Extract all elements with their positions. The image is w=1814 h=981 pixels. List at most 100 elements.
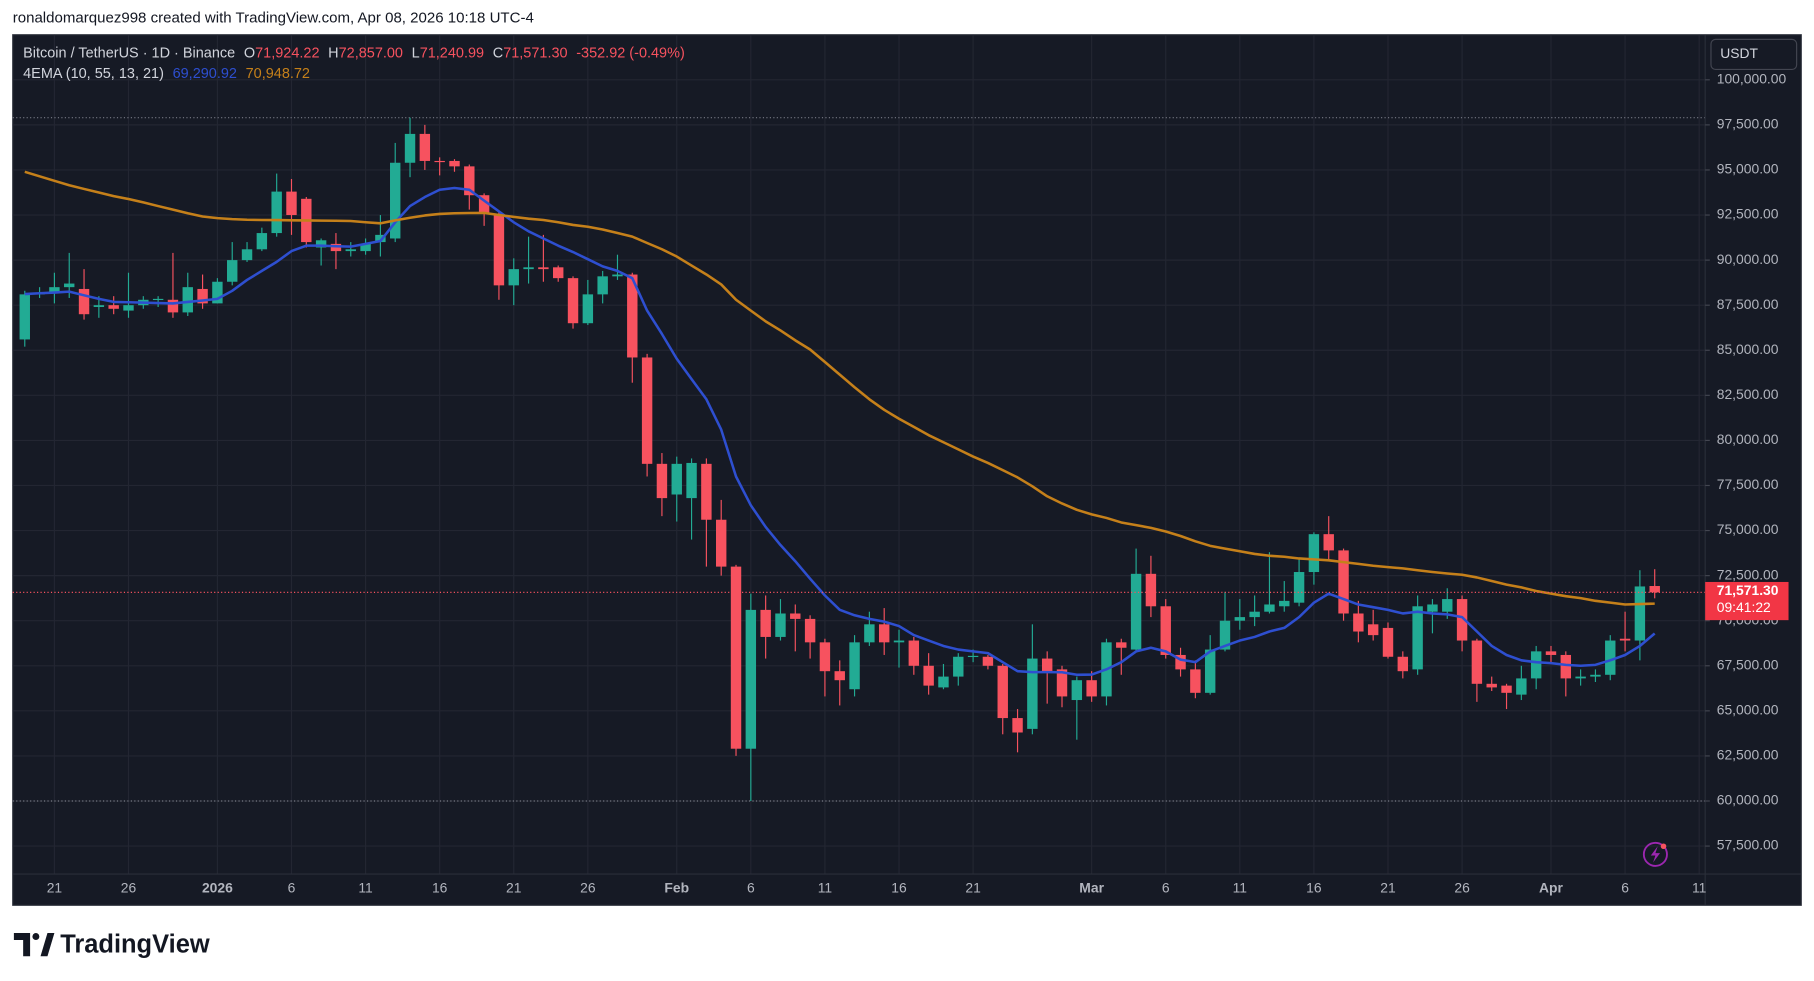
candle-body bbox=[671, 463, 682, 495]
symbol-title: Bitcoin / TetherUS · 1D · Binance bbox=[23, 45, 235, 61]
candle-body bbox=[360, 243, 371, 252]
candle-body bbox=[108, 305, 119, 309]
candle-body bbox=[1249, 611, 1260, 618]
candle-body bbox=[1501, 685, 1512, 693]
brand-name[interactable]: TradingView bbox=[60, 931, 210, 959]
candle-body bbox=[715, 519, 727, 567]
brand-logo[interactable] bbox=[13, 933, 55, 957]
x-tick-label: 2026 bbox=[202, 880, 233, 896]
candle-body bbox=[1279, 600, 1290, 607]
logo-v[interactable] bbox=[40, 933, 55, 957]
close-value: 71,571.30 bbox=[503, 45, 567, 61]
candle-body bbox=[167, 299, 179, 313]
candle-body bbox=[1575, 676, 1586, 679]
candle-body bbox=[93, 305, 105, 307]
candle-body bbox=[434, 160, 445, 163]
currency-button[interactable] bbox=[1710, 38, 1798, 71]
candle-body bbox=[286, 191, 297, 216]
x-tick-label: 6 bbox=[1162, 880, 1170, 896]
last-price-box bbox=[1705, 581, 1789, 621]
ohlc-prefix: H bbox=[328, 45, 338, 61]
logo-dot[interactable] bbox=[32, 933, 40, 941]
candle-body bbox=[627, 274, 638, 358]
alert-icon[interactable] bbox=[1642, 841, 1668, 867]
candle-body bbox=[567, 278, 579, 324]
candle-body bbox=[612, 274, 623, 277]
candle-body bbox=[1056, 669, 1068, 697]
candle-body bbox=[1442, 599, 1453, 612]
high-value: 72,857.00 bbox=[339, 45, 403, 61]
ohlc-prefix: C bbox=[493, 45, 503, 61]
ema-line bbox=[24, 170, 1655, 606]
candle-body bbox=[1012, 718, 1023, 733]
candle-body bbox=[1619, 638, 1631, 641]
alert-circle[interactable] bbox=[1642, 841, 1668, 867]
x-tick-label: 11 bbox=[818, 880, 833, 896]
candle-body bbox=[908, 640, 920, 666]
x-tick-label: 21 bbox=[965, 880, 981, 896]
candle-body bbox=[1560, 654, 1572, 679]
candle-body bbox=[1190, 669, 1201, 693]
candle-body bbox=[1175, 654, 1186, 670]
candle-body bbox=[1516, 678, 1527, 695]
candle-body bbox=[1234, 617, 1246, 621]
candle-body bbox=[212, 281, 223, 304]
candle-body bbox=[893, 640, 905, 643]
indicator-value: 70,948.72 bbox=[246, 66, 310, 82]
candle-body bbox=[19, 294, 30, 340]
x-tick-label: Feb bbox=[664, 880, 689, 896]
candle-body bbox=[1116, 642, 1127, 648]
candle-body bbox=[849, 642, 860, 690]
candle-body bbox=[641, 357, 653, 464]
candle-body bbox=[790, 613, 801, 619]
attribution: ronaldomarquez998 created with TradingVi… bbox=[13, 10, 534, 27]
y-tick-label: 100,000.00 bbox=[1717, 70, 1787, 86]
axes: 57,500.00 60,000.00 62,500.00 65,000.00 67,5… bbox=[47, 70, 1789, 896]
currency-label[interactable]: USDT bbox=[1720, 45, 1758, 61]
candle-body bbox=[775, 613, 786, 637]
candle-body bbox=[152, 298, 164, 301]
candle-body bbox=[1545, 651, 1557, 655]
y-tick-label: 95,000.00 bbox=[1717, 161, 1779, 177]
x-tick-label: 6 bbox=[747, 880, 755, 896]
logo-t[interactable] bbox=[13, 933, 31, 957]
candle-body bbox=[1353, 613, 1364, 632]
candle-body bbox=[464, 166, 475, 196]
countdown-label: 09:41:22 bbox=[1717, 599, 1771, 615]
candle-body bbox=[508, 269, 519, 286]
candle-body bbox=[1145, 573, 1157, 607]
candle-body bbox=[1605, 640, 1616, 675]
candle-body bbox=[938, 676, 949, 688]
grid bbox=[12, 34, 1706, 875]
last-price-label: 71,571.30 bbox=[1717, 582, 1779, 598]
candle-body bbox=[1486, 683, 1497, 688]
y-tick-label: 67,500.00 bbox=[1717, 656, 1779, 672]
candle-body bbox=[197, 288, 208, 304]
candle-body bbox=[271, 191, 282, 234]
candle-body bbox=[1086, 680, 1097, 697]
candle-body bbox=[1530, 651, 1542, 679]
candle-body bbox=[760, 609, 771, 637]
candle-body bbox=[804, 618, 816, 643]
candle-body bbox=[552, 267, 564, 279]
candle-body bbox=[1323, 534, 1334, 551]
low-value: 71,240.99 bbox=[420, 45, 484, 61]
candle-body bbox=[1412, 606, 1423, 670]
candle-body bbox=[345, 249, 356, 252]
x-tick-label: 16 bbox=[1306, 880, 1322, 896]
y-tick-label: 80,000.00 bbox=[1717, 431, 1779, 447]
y-tick-label: 92,500.00 bbox=[1717, 206, 1779, 222]
alert-bolt[interactable] bbox=[1650, 846, 1661, 863]
candle-body bbox=[523, 267, 534, 270]
x-tick-label: 11 bbox=[358, 880, 373, 896]
candle-body bbox=[730, 566, 742, 749]
candle-body bbox=[419, 133, 431, 161]
candle-body bbox=[493, 215, 505, 286]
y-tick-label: 60,000.00 bbox=[1717, 792, 1779, 808]
candle-body bbox=[375, 234, 386, 243]
candle-body bbox=[49, 287, 60, 293]
ema-line bbox=[24, 186, 1656, 677]
candle-body bbox=[78, 288, 90, 315]
